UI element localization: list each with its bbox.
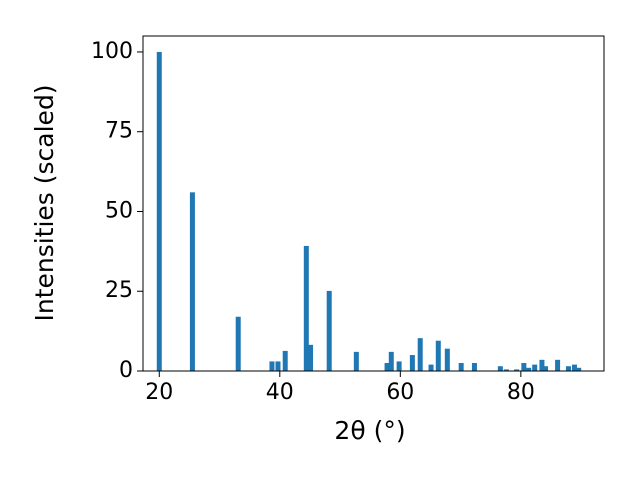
bar	[275, 361, 281, 371]
bar	[303, 245, 309, 371]
x-tick-label: 80	[507, 380, 535, 405]
bar	[435, 340, 441, 371]
bar	[532, 364, 538, 371]
x-tick-label: 60	[386, 380, 414, 405]
bar	[571, 364, 577, 371]
bar	[396, 361, 402, 371]
x-axis-label: 2θ (°)	[334, 416, 405, 445]
bar	[576, 367, 582, 371]
bar	[539, 359, 545, 371]
bar	[384, 363, 390, 371]
y-tick-label: 50	[105, 198, 133, 223]
bar	[555, 359, 561, 371]
bar	[444, 348, 450, 371]
bar	[388, 351, 394, 371]
bar	[282, 350, 288, 371]
bar	[353, 351, 359, 371]
bar	[308, 344, 314, 371]
bar	[428, 364, 434, 371]
x-tick-label: 20	[145, 380, 173, 405]
bar	[417, 338, 423, 371]
bar	[458, 363, 464, 371]
bar	[521, 363, 527, 371]
bar	[514, 369, 520, 371]
y-tick-label: 25	[105, 278, 133, 303]
bar	[503, 369, 509, 371]
bar	[269, 361, 275, 371]
bar	[543, 366, 549, 371]
y-tick-label: 75	[105, 119, 133, 144]
x-tick-label: 40	[266, 380, 294, 405]
bar	[409, 355, 415, 371]
y-axis-label: Intensities (scaled)	[30, 84, 59, 321]
bar	[497, 366, 503, 371]
bar	[326, 290, 332, 371]
bar	[235, 316, 241, 371]
y-tick-label: 0	[119, 358, 133, 383]
bar	[565, 366, 571, 371]
bar	[471, 363, 477, 371]
y-tick-label: 100	[91, 39, 133, 64]
bar	[526, 367, 532, 371]
bar	[156, 51, 162, 371]
bar	[189, 192, 195, 371]
plot-frame	[142, 35, 605, 372]
